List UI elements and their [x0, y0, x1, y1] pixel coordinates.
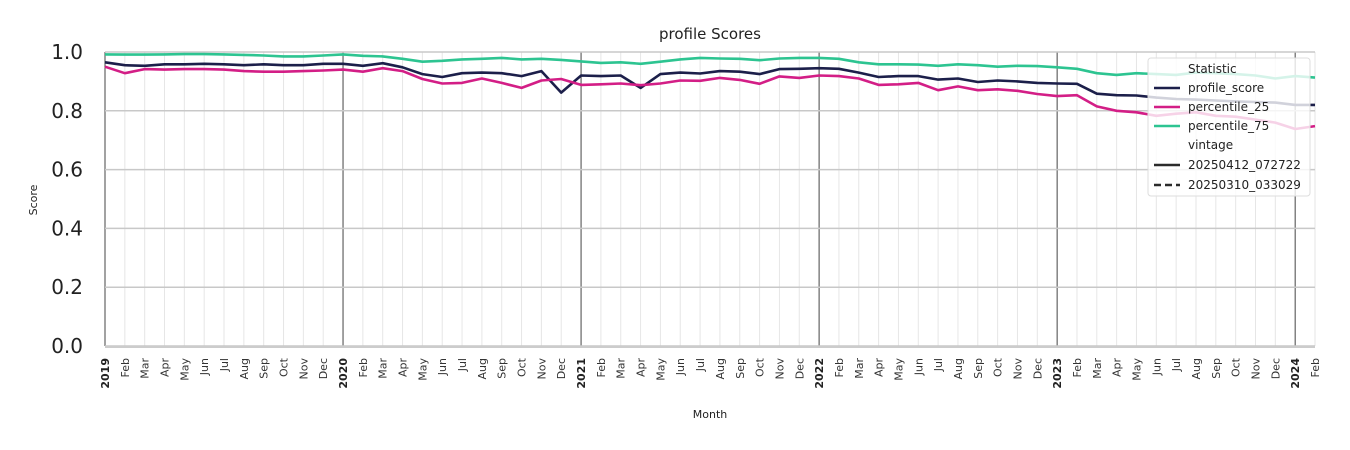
x-tick-label: Apr	[1111, 358, 1124, 378]
x-tick-label: Jun	[436, 358, 449, 376]
legend-entry-label: 20250412_072722	[1188, 158, 1301, 172]
x-tick-year-label: 2023	[1051, 358, 1064, 389]
x-tick-year-label: 2020	[337, 358, 350, 389]
x-tick-label: Jun	[198, 358, 211, 376]
series-line-percentile-75	[104, 52, 1316, 80]
y-tick-label: 1.0	[51, 40, 83, 64]
x-tick-label: Mar	[139, 358, 152, 379]
x-tick-label: Mar	[377, 358, 390, 379]
x-tick-year-label: 2021	[575, 358, 588, 389]
x-tick-label: Nov	[297, 358, 310, 380]
x-tick-label: Feb	[119, 358, 132, 377]
x-tick-label: Feb	[1309, 358, 1322, 377]
x-tick-label: Aug	[952, 358, 965, 379]
legend-entry-label: percentile_75	[1188, 119, 1269, 133]
x-tick-label: May	[654, 358, 667, 381]
x-tick-label: Jul	[218, 358, 231, 372]
x-tick-label: Sep	[496, 358, 509, 379]
x-tick-label: May	[416, 358, 429, 381]
x-tick-label: Dec	[1031, 358, 1044, 379]
x-tick-label: Jun	[1150, 358, 1163, 376]
x-tick-label: Apr	[397, 358, 410, 378]
x-tick-label: Oct	[1230, 357, 1243, 377]
x-tick-label: Nov	[1011, 358, 1024, 380]
x-tick-label: Dec	[555, 358, 568, 379]
y-axis-label: Score	[27, 184, 40, 215]
x-tick-label: Nov	[1249, 358, 1262, 380]
x-tick-label: Oct	[516, 357, 529, 377]
x-tick-label: Feb	[1071, 358, 1084, 377]
legend-header-statistic: Statistic	[1188, 62, 1237, 76]
x-tick-labels: 2019 Feb Mar Apr May Jun Jul Aug Sep Oct Nov Dec 202…	[99, 357, 1322, 388]
x-tick-label: May	[178, 358, 191, 381]
x-tick-label: Jul	[1170, 358, 1183, 372]
x-tick-label: Dec	[317, 358, 330, 379]
x-tick-label: Apr	[635, 358, 648, 378]
x-tick-label: Aug	[1190, 358, 1203, 379]
legend-header-vintage: vintage	[1188, 138, 1233, 152]
x-tick-label: Jul	[694, 358, 707, 372]
x-tick-label: Feb	[833, 358, 846, 377]
x-tick-year-label: 2019	[99, 358, 112, 389]
legend: Statistic profile_score percentile_25perce…	[1147, 57, 1311, 197]
x-tick-label: Oct	[992, 357, 1005, 377]
x-tick-label: Apr	[159, 358, 172, 378]
x-tick-label: Nov	[773, 358, 786, 380]
x-tick-label: Jun	[674, 358, 687, 376]
x-tick-label: Jul	[456, 358, 469, 372]
y-tick-label: 0.0	[51, 334, 83, 358]
chart-title: profile Scores	[659, 25, 761, 43]
x-tick-label: Nov	[535, 358, 548, 380]
y-tick-label: 0.6	[51, 158, 83, 182]
y-tick-labels: 0.0 0.2 0.4 0.6 0.8 1.0	[51, 40, 83, 358]
y-tick-label: 0.2	[51, 275, 83, 299]
y-tick-label: 0.8	[51, 99, 83, 123]
x-tick-label: Apr	[873, 358, 886, 378]
legend-box	[1147, 57, 1311, 197]
x-tick-label: Aug	[714, 358, 727, 379]
x-tick-label: Mar	[853, 358, 866, 379]
x-axis-label: Month	[693, 408, 728, 421]
x-tick-label: Jun	[912, 358, 925, 376]
x-tick-label: Mar	[615, 358, 628, 379]
x-tick-label: Feb	[595, 358, 608, 377]
x-tick-label: Dec	[1269, 358, 1282, 379]
legend-entry-label: 20250310_033029	[1188, 178, 1301, 192]
x-tick-label: Aug	[476, 358, 489, 379]
x-tick-label: May	[1130, 358, 1143, 381]
x-tick-label: Feb	[357, 358, 370, 377]
y-tick-label: 0.4	[51, 216, 83, 240]
legend-entry-label: profile_score	[1188, 81, 1264, 95]
series-line-percentile-25	[104, 65, 1316, 131]
x-tick-label: Jul	[932, 358, 945, 372]
x-tick-label: Sep	[258, 358, 271, 379]
x-tick-label: Sep	[972, 358, 985, 379]
x-tick-label: Mar	[1091, 358, 1104, 379]
x-tick-label: Oct	[754, 357, 767, 377]
series-lines	[104, 52, 1316, 131]
series-line-profile-score	[104, 61, 1315, 107]
x-tick-label: Sep	[734, 358, 747, 379]
x-tick-label: May	[892, 358, 905, 381]
x-tick-label: Aug	[238, 358, 251, 379]
x-tick-year-label: 2022	[813, 358, 826, 389]
x-tick-label: Oct	[278, 357, 291, 377]
x-tick-label: Sep	[1210, 358, 1223, 379]
x-tick-year-label: 2024	[1289, 358, 1302, 389]
legend-entry-label: percentile_25	[1188, 100, 1269, 114]
x-tick-label: Dec	[793, 358, 806, 379]
